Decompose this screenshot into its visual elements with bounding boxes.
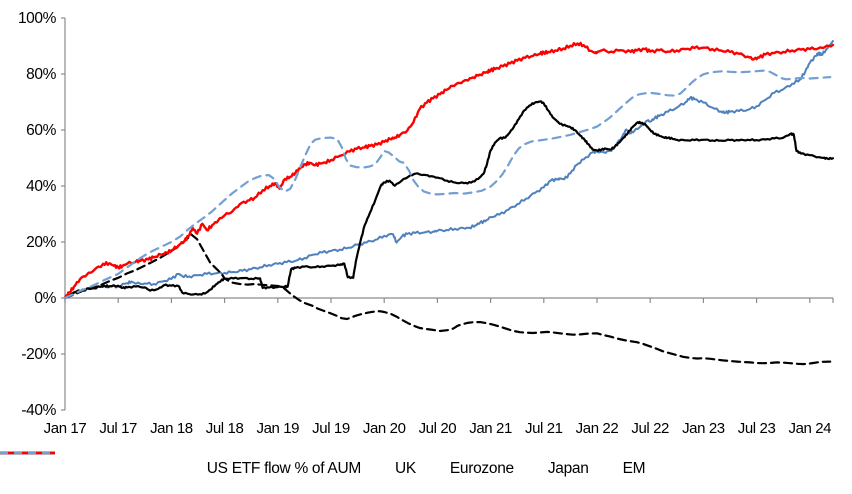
series-line-us-etf-flow-of-aum bbox=[64, 40, 834, 299]
legend-label: Eurozone bbox=[449, 460, 514, 477]
x-axis-label: Jul 19 bbox=[312, 420, 350, 437]
x-axis-label: Jul 23 bbox=[738, 420, 776, 437]
y-axis-label: 0% bbox=[34, 290, 56, 307]
x-axis-label: Jul 18 bbox=[206, 420, 244, 437]
series-line-em bbox=[63, 69, 832, 300]
legend-item-eurozone: Eurozone bbox=[0, 451, 514, 478]
legend-label: EM bbox=[622, 460, 646, 477]
legend-item-uk: UK bbox=[0, 451, 416, 478]
line-chart-plot: 100% 80% 60% 40% 20% 0% -20% -40%Jan 17 Jul 17 Ja… bbox=[18, 10, 835, 437]
x-axis-label: Jul 17 bbox=[99, 420, 137, 437]
y-axis-label: 60% bbox=[26, 122, 56, 139]
x-axis-label: Jan 23 bbox=[682, 420, 725, 437]
chart-legend: US ETF flow % of AUM UK Eurozone Japan EM bbox=[0, 450, 852, 488]
series-line-eurozone bbox=[63, 233, 832, 366]
legend-line-sample bbox=[0, 451, 55, 455]
legend-item-japan: Japan bbox=[0, 451, 589, 478]
y-axis-label: -20% bbox=[21, 346, 56, 363]
x-axis-label: Jan 17 bbox=[44, 420, 87, 437]
legend-label: UK bbox=[394, 460, 416, 477]
legend-label: Japan bbox=[547, 460, 589, 477]
x-axis-label: Jan 22 bbox=[576, 420, 619, 437]
y-axis-label: -40% bbox=[21, 402, 56, 419]
x-axis-label: Jan 19 bbox=[256, 420, 299, 437]
x-axis-label: Jan 24 bbox=[788, 420, 831, 437]
y-axis-label: 100% bbox=[18, 10, 57, 27]
x-axis-label: Jul 21 bbox=[525, 420, 563, 437]
legend-label: US ETF flow % of AUM bbox=[206, 460, 362, 477]
y-axis-label: 20% bbox=[26, 234, 56, 251]
series-line-uk bbox=[63, 100, 834, 300]
legend-item-em: EM bbox=[0, 451, 646, 478]
x-axis-label: Jan 18 bbox=[150, 420, 193, 437]
y-axis-label: 40% bbox=[26, 178, 56, 195]
legend-item-us-etf-flow-of-aum: US ETF flow % of AUM bbox=[0, 451, 362, 478]
x-axis-label: Jul 22 bbox=[631, 420, 669, 437]
x-axis-label: Jan 21 bbox=[469, 420, 512, 437]
series-line-japan bbox=[63, 41, 835, 300]
x-axis-label: Jan 20 bbox=[363, 420, 406, 437]
x-axis-label: Jul 20 bbox=[419, 420, 457, 437]
y-axis-label: 80% bbox=[26, 66, 56, 83]
